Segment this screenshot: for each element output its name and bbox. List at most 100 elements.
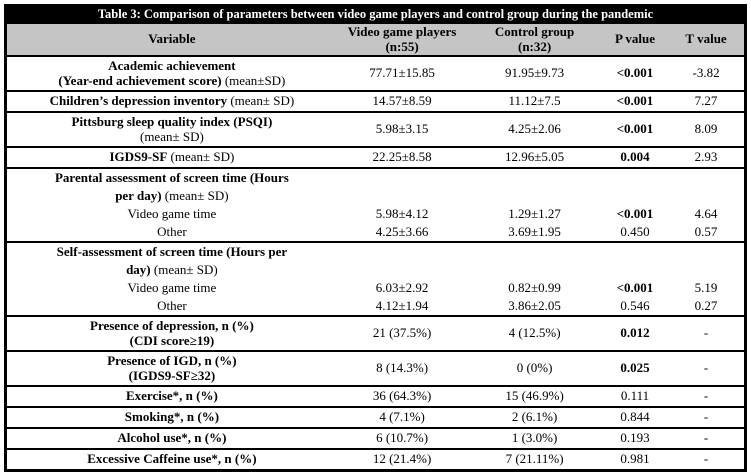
group-parental-label-line2: per day) (mean± SD) [115, 187, 229, 203]
cell-caffeine-vgp: 12 (21.4%) [372, 451, 432, 467]
cell-academic-p: <0.001 [601, 56, 669, 92]
cell-self-vgt-vgp: 6.03±2.92 [375, 279, 429, 295]
table-row-exercise: Exercise*, n (%) 36 (64.3%) 15 (46.9%) 0… [5, 386, 746, 408]
cell-caffeine-p: 0.981 [620, 451, 650, 467]
cell-parental-other-p: 0.450 [601, 223, 669, 243]
cell-cdi-p: <0.001 [601, 91, 669, 113]
cell-igd-t: - [668, 351, 746, 387]
cell-self-other-t: 0.27 [668, 297, 746, 317]
cell-self-vgt-t: 5.19 [694, 279, 718, 295]
cell-psqi-cg: 4.25±2.06 [467, 112, 602, 148]
table-title: Table 3: Comparison of parameters betwee… [5, 5, 746, 24]
cell-alcohol-t: - [668, 428, 746, 450]
table-row-cdi: Children’s depression inventory (mean± S… [5, 91, 746, 113]
row-label-exercise: Exercise*, n (%) [5, 386, 337, 408]
group-parental-line1: Parental assessment of screen time (Hour… [6, 168, 746, 187]
cell-igd-cg: 0 (0%) [467, 351, 602, 387]
empty-cell [668, 187, 745, 205]
cell-caffeine-t: - [703, 451, 709, 467]
row-label-academic-line1: Academic achievement [108, 57, 236, 73]
col-header-cg-line2: (n:32) [517, 38, 552, 54]
group-parental-line2: per day) (mean± SD) [6, 187, 746, 205]
empty-cell [337, 261, 468, 279]
row-label-parental-video-game-time: Video game time [127, 205, 217, 221]
empty-cell [602, 168, 668, 187]
cell-alcohol-vgp: 6 (10.7%) [336, 428, 468, 450]
cell-alcohol-cg: 1 (3.0%) [467, 428, 602, 450]
cell-depression-t: - [668, 316, 746, 352]
cell-caffeine-cg: 7 (21.11%) [505, 451, 564, 467]
comparison-table: Table 3: Comparison of parameters betwee… [4, 4, 747, 472]
empty-cell [602, 187, 668, 205]
cell-igds9-vgp: 22.25±8.58 [336, 147, 468, 169]
group-self-line2: day) (mean± SD) [6, 261, 746, 279]
cell-smoking-cg: 2 (6.1%) [467, 407, 602, 429]
cell-depression-vgp: 21 (37.5%) [336, 316, 468, 352]
row-label-depression-line1: Presence of depression, n (%) [90, 317, 254, 333]
cell-depression-cg: 4 (12.5%) [467, 316, 602, 352]
table-row-igds9: IGDS9-SF (mean± SD) 22.25±8.58 12.96±5.0… [5, 147, 746, 169]
cell-igd-vgp: 8 (14.3%) [336, 351, 468, 387]
cell-smoking-p: 0.844 [601, 407, 669, 429]
col-header-vgp-line2: (n:55) [385, 38, 419, 54]
cell-academic-cg: 91.95±9.73 [467, 56, 602, 92]
table-row-alcohol: Alcohol use*, n (%) 6 (10.7%) 1 (3.0%) 0… [5, 428, 746, 450]
page: Table 3: Comparison of parameters betwee… [4, 4, 747, 472]
cell-parental-other-cg: 3.69±1.95 [467, 223, 602, 243]
cell-exercise-p: 0.111 [601, 386, 669, 408]
row-label-parental-other: Other [5, 223, 337, 243]
cell-igds9-cg: 12.96±5.05 [467, 147, 602, 169]
col-header-control-group: Control group (n:32) [467, 23, 602, 57]
table-row-igd: Presence of IGD, n (%) (IGDS9-SF≥32) 8 (… [5, 351, 746, 387]
row-label-depression: Presence of depression, n (%) (CDI score… [5, 316, 337, 352]
row-label-academic: Academic achievement (Year-end achieveme… [5, 56, 337, 92]
cell-academic-vgp: 77.71±15.85 [336, 56, 468, 92]
empty-cell [337, 187, 468, 205]
empty-cell [467, 261, 602, 279]
cell-igds9-p: 0.004 [601, 147, 669, 169]
table-row-self-other: Other 4.12±1.94 3.86±2.05 0.546 0.27 [5, 297, 746, 317]
empty-cell [602, 261, 668, 279]
empty-cell [467, 242, 602, 261]
table-row-parental-other: Other 4.25±3.66 3.69±1.95 0.450 0.57 [5, 223, 746, 243]
table-row-academic: Academic achievement (Year-end achieveme… [5, 56, 746, 92]
row-label-self-video-game-time: Video game time [127, 279, 217, 295]
empty-cell [467, 187, 602, 205]
cell-depression-p: 0.012 [601, 316, 669, 352]
empty-cell [337, 168, 468, 187]
row-label-caffeine: Excessive Caffeine use*, n (%) [87, 451, 257, 467]
row-label-smoking: Smoking*, n (%) [5, 407, 337, 429]
group-self-label-line1: Self-assessment of screen time (Hours pe… [56, 243, 288, 259]
cell-self-other-vgp: 4.12±1.94 [336, 297, 468, 317]
cell-igd-p: 0.025 [601, 351, 669, 387]
empty-cell [467, 168, 602, 187]
col-header-p-value: P value [601, 23, 669, 57]
row-label-depression-line2: (CDI score≥19) [129, 332, 215, 348]
row-label-igds9: IGDS9-SF (mean± SD) [5, 147, 337, 169]
cell-cdi-t: 7.27 [668, 91, 746, 113]
cell-psqi-p: <0.001 [601, 112, 669, 148]
empty-cell [668, 242, 745, 261]
cell-parental-vgt-t: 4.64 [694, 205, 718, 221]
cell-psqi-vgp: 5.98±3.15 [336, 112, 468, 148]
cell-smoking-t: - [668, 407, 746, 429]
group-self-label-line2: day) (mean± SD) [126, 261, 218, 277]
cell-parental-other-t: 0.57 [668, 223, 746, 243]
table-header-row: Variable Video game players (n:55) Contr… [5, 23, 746, 57]
cell-psqi-t: 8.09 [668, 112, 746, 148]
table-row-smoking: Smoking*, n (%) 4 (7.1%) 2 (6.1%) 0.844 … [5, 407, 746, 429]
empty-cell [668, 168, 745, 187]
cell-self-other-cg: 3.86±2.05 [467, 297, 602, 317]
table-title-row: Table 3: Comparison of parameters betwee… [5, 5, 746, 24]
cell-self-vgt-cg: 0.82±0.99 [508, 279, 561, 295]
cell-cdi-vgp: 14.57±8.59 [336, 91, 468, 113]
cell-cdi-cg: 11.12±7.5 [467, 91, 602, 113]
cell-igds9-t: 2.93 [668, 147, 746, 169]
row-label-igd: Presence of IGD, n (%) (IGDS9-SF≥32) [5, 351, 337, 387]
group-self-line1: Self-assessment of screen time (Hours pe… [6, 242, 746, 261]
table-row-depression: Presence of depression, n (%) (CDI score… [5, 316, 746, 352]
empty-cell [668, 261, 745, 279]
row-label-igd-line2: (IGDS9-SF≥32) [128, 367, 216, 383]
row-label-cdi: Children’s depression inventory (mean± S… [5, 91, 337, 113]
row-label-self-other: Other [5, 297, 337, 317]
